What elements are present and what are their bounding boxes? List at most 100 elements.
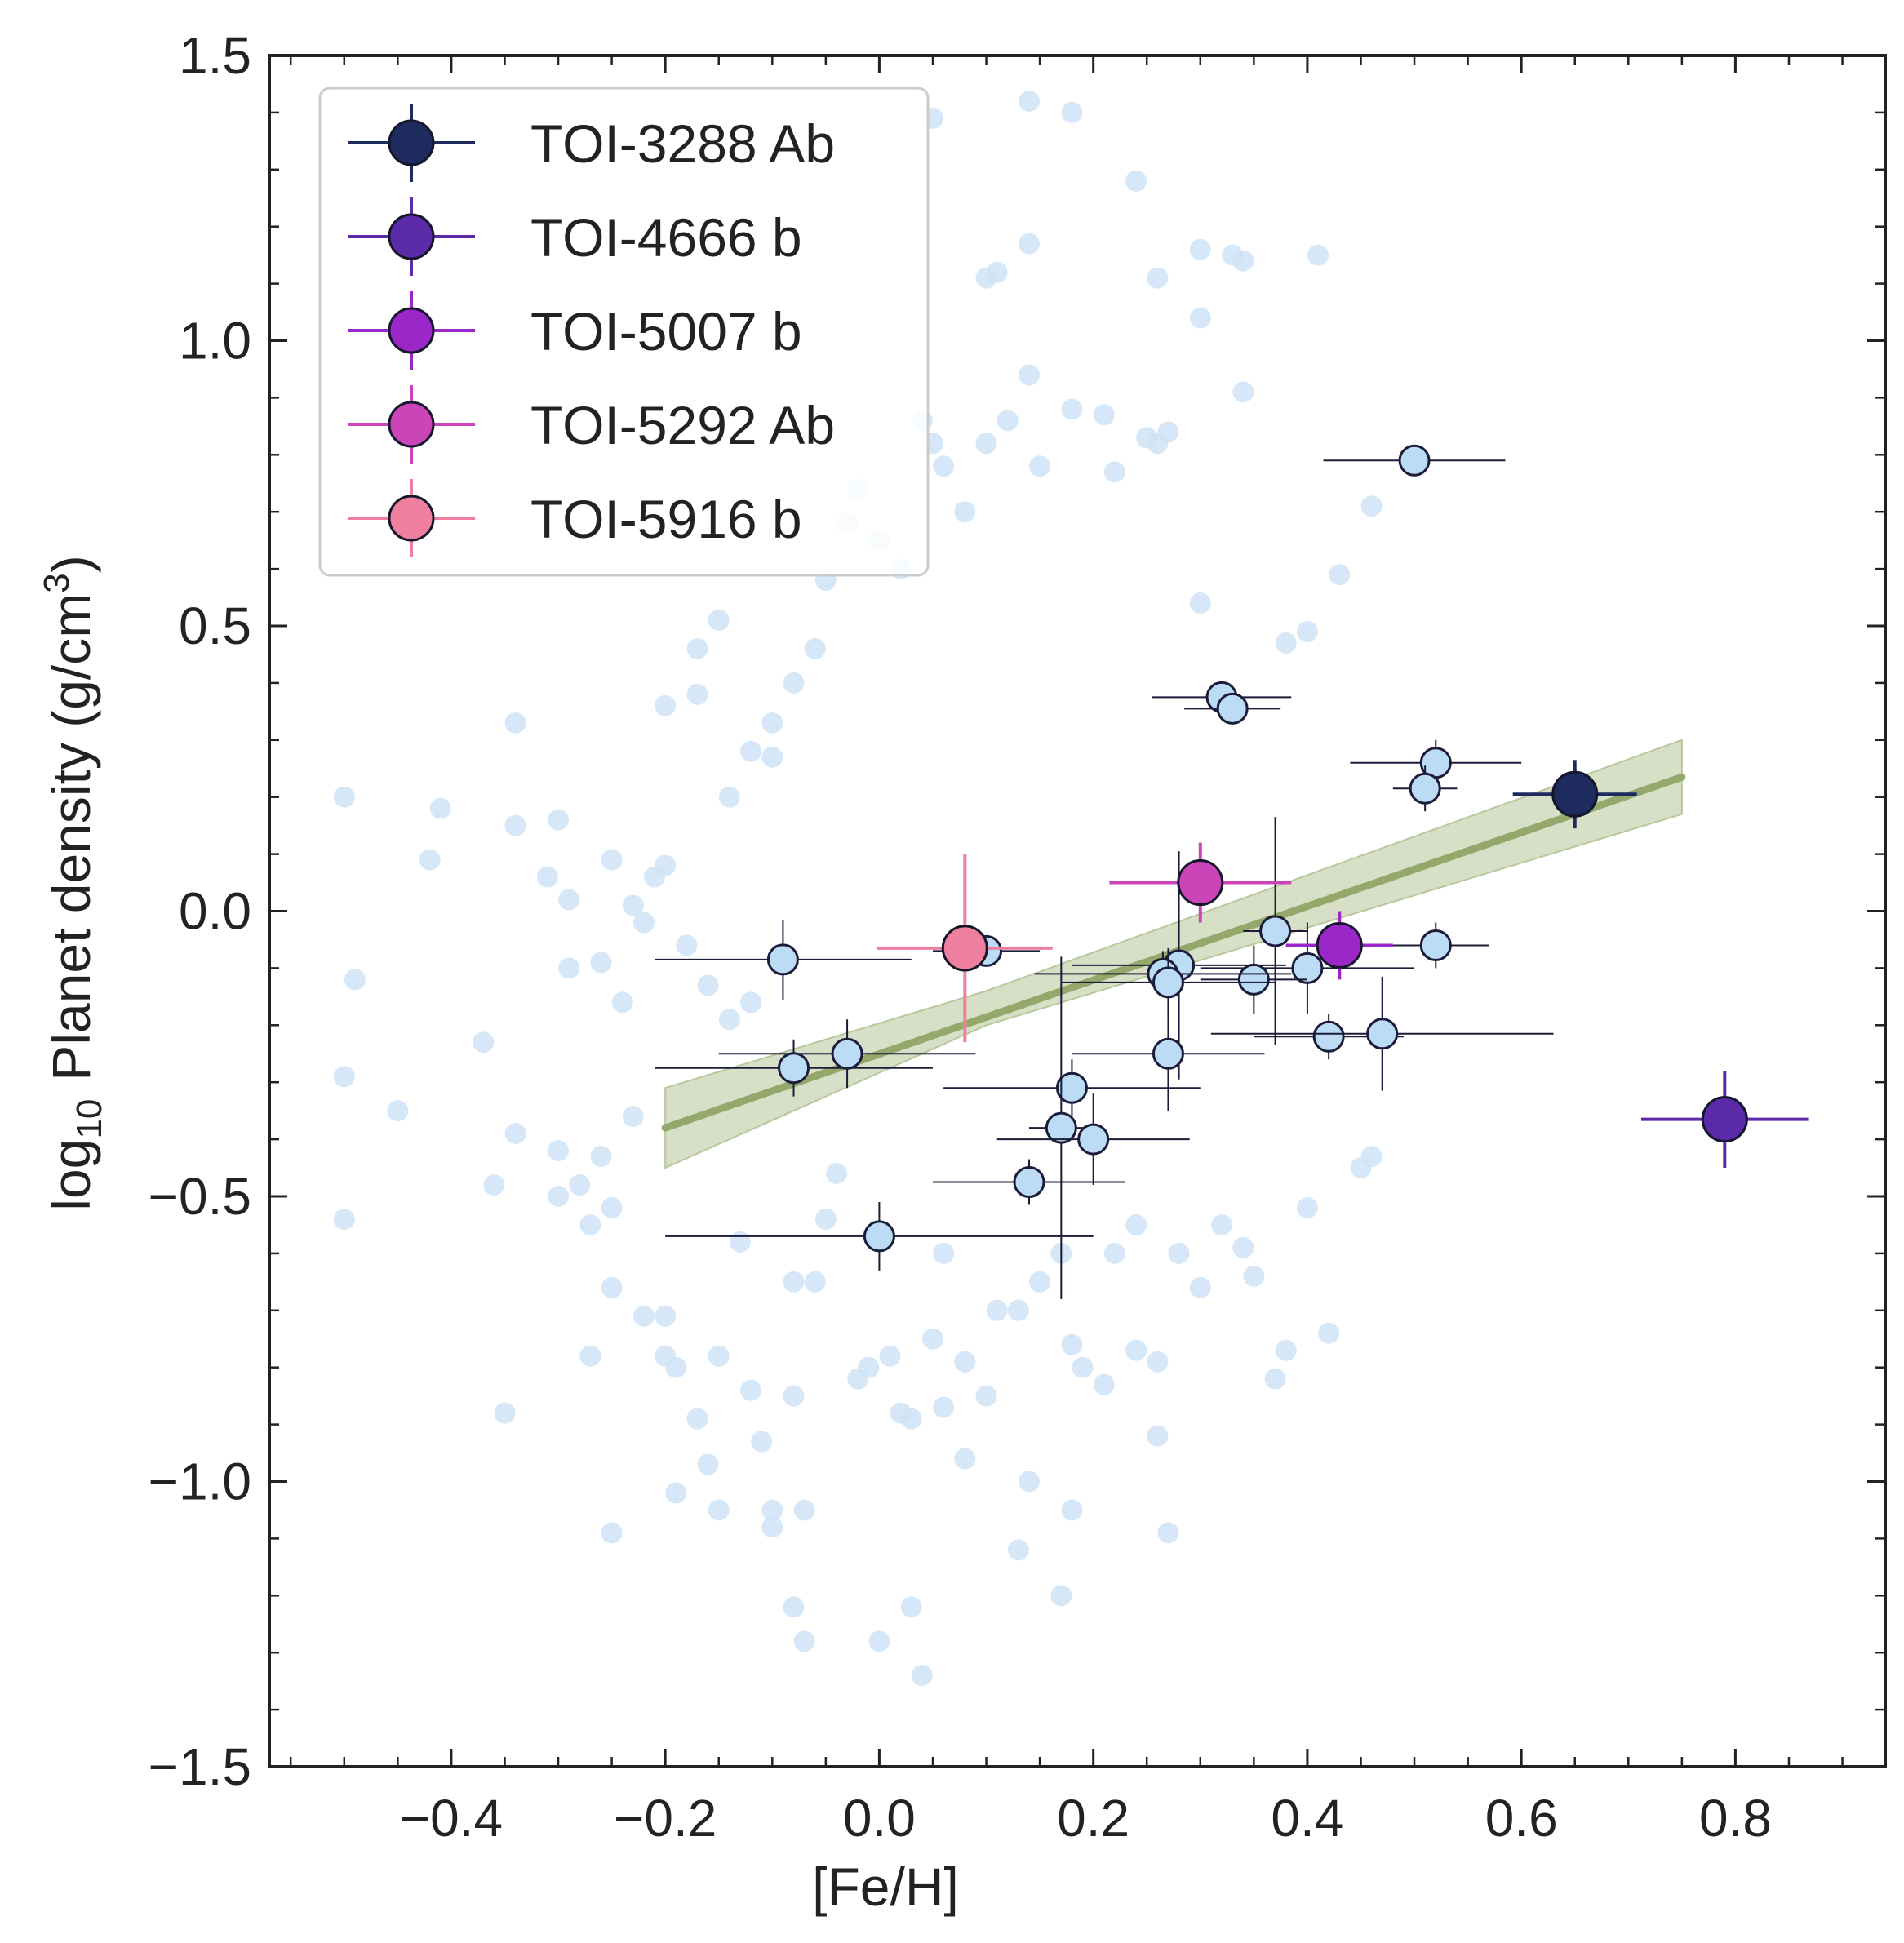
- sample-point: [1392, 765, 1458, 812]
- background-point: [751, 1431, 773, 1453]
- legend-label: TOI-4666 b: [530, 207, 802, 268]
- sample-point: [1382, 922, 1489, 969]
- sample-marker: [1291, 952, 1324, 984]
- background-point: [579, 1213, 601, 1235]
- background-point: [793, 1499, 815, 1521]
- background-point: [783, 672, 805, 694]
- background-point: [1061, 398, 1083, 420]
- legend-label: TOI-5916 b: [530, 489, 802, 549]
- background-point: [1296, 1196, 1318, 1218]
- background-point: [975, 1385, 997, 1407]
- background-point: [569, 1174, 591, 1196]
- y-axis-label: log10 Planet density (g/cm3): [37, 555, 109, 1210]
- background-point: [655, 694, 677, 716]
- y-tick-label: −1.0: [149, 1453, 251, 1511]
- x-tick-label: 0.8: [1699, 1789, 1772, 1848]
- y-tick-label: 0.5: [179, 597, 251, 655]
- background-point: [858, 1356, 880, 1378]
- background-point: [1125, 170, 1147, 192]
- background-point: [954, 1448, 976, 1470]
- sample-point: [665, 1201, 1094, 1271]
- background-point: [676, 934, 698, 956]
- x-tick-label: 0.4: [1271, 1789, 1343, 1848]
- background-point: [494, 1402, 516, 1424]
- background-point: [1189, 307, 1211, 329]
- background-point: [590, 952, 612, 974]
- legend-label: TOI-5007 b: [530, 301, 802, 362]
- legend-marker: [388, 119, 435, 166]
- sample-marker: [1055, 1071, 1088, 1104]
- legend-entry: TOI-5007 b: [348, 291, 802, 370]
- background-point: [1147, 267, 1169, 289]
- background-point: [793, 1630, 815, 1652]
- background-point: [1029, 1271, 1051, 1293]
- background-point: [761, 746, 783, 768]
- background-point: [697, 974, 719, 996]
- x-tick-label: −0.2: [614, 1789, 717, 1848]
- highlight-marker: [1316, 921, 1363, 969]
- y-axis-label-log: log: [41, 1139, 101, 1211]
- x-tick-label: 0.0: [843, 1789, 916, 1848]
- sample-point: [1184, 692, 1281, 725]
- background-point: [1103, 461, 1125, 483]
- y-tick-label: 1.0: [179, 312, 251, 370]
- background-point: [1232, 381, 1254, 403]
- background-point: [387, 1100, 409, 1122]
- background-point: [933, 455, 955, 477]
- background-point: [900, 1596, 922, 1618]
- background-point: [1232, 250, 1254, 272]
- legend-marker: [388, 401, 435, 448]
- background-point: [644, 866, 666, 888]
- sample-marker: [1237, 963, 1270, 996]
- background-point: [601, 1276, 623, 1298]
- background-points-layer: [333, 90, 1383, 1687]
- x-axis-label: [Fe/H]: [812, 1856, 959, 1917]
- background-point: [868, 1630, 890, 1652]
- background-point: [1125, 1213, 1147, 1235]
- background-point: [1018, 90, 1040, 112]
- background-point: [996, 410, 1019, 432]
- background-point: [504, 1123, 526, 1145]
- sample-point: [655, 919, 912, 1000]
- y-tick-label: 1.5: [179, 26, 251, 85]
- y-axis-label-text: Planet density (g/cm: [41, 593, 101, 1081]
- x-tick-label: 0.6: [1485, 1789, 1558, 1848]
- background-point: [333, 1066, 355, 1088]
- background-point: [1275, 1339, 1297, 1361]
- legend-box: [318, 87, 930, 577]
- background-point: [1093, 1373, 1115, 1395]
- background-point: [579, 1345, 601, 1367]
- sample-marker: [1312, 1020, 1345, 1053]
- y-tick-label: −1.5: [149, 1737, 251, 1796]
- background-point: [632, 1305, 655, 1327]
- sample-marker: [1152, 1037, 1184, 1070]
- background-point: [622, 1106, 644, 1128]
- background-point: [504, 814, 526, 836]
- sample-marker: [778, 1052, 810, 1085]
- background-point: [611, 991, 633, 1014]
- background-point: [1147, 1425, 1169, 1447]
- sample-point: [1350, 739, 1522, 786]
- background-point: [686, 637, 708, 659]
- legend-label: TOI-3288 Ab: [530, 113, 835, 174]
- background-point: [740, 1379, 762, 1401]
- legend-entry: TOI-3288 Ab: [348, 104, 835, 182]
- background-point: [536, 866, 558, 888]
- background-point: [975, 433, 997, 455]
- sample-marker: [1409, 772, 1441, 805]
- background-point: [921, 1328, 943, 1350]
- sample-point: [932, 1159, 1126, 1205]
- background-point: [804, 637, 826, 659]
- highlight-marker: [1701, 1096, 1748, 1143]
- background-point: [814, 1208, 837, 1230]
- background-point: [665, 1356, 687, 1378]
- background-point: [1018, 364, 1040, 386]
- background-point: [1018, 233, 1040, 255]
- background-point: [548, 1140, 570, 1162]
- background-point: [1147, 1351, 1169, 1373]
- sample-marker: [1077, 1123, 1110, 1156]
- background-point: [718, 786, 740, 808]
- sample-point: [996, 1093, 1190, 1186]
- sample-point: [1200, 922, 1415, 1014]
- background-point: [665, 1482, 687, 1504]
